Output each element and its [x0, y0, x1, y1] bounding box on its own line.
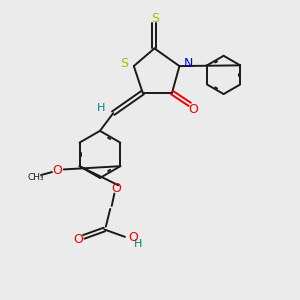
- Text: O: O: [52, 164, 62, 177]
- Text: N: N: [184, 57, 193, 70]
- Text: S: S: [120, 57, 128, 70]
- Text: O: O: [74, 233, 83, 246]
- Text: CH₃: CH₃: [28, 173, 44, 182]
- Text: O: O: [128, 231, 138, 244]
- Text: H: H: [97, 103, 105, 113]
- Text: S: S: [151, 12, 159, 25]
- Text: O: O: [111, 182, 121, 195]
- Text: H: H: [134, 239, 142, 249]
- Text: O: O: [188, 103, 198, 116]
